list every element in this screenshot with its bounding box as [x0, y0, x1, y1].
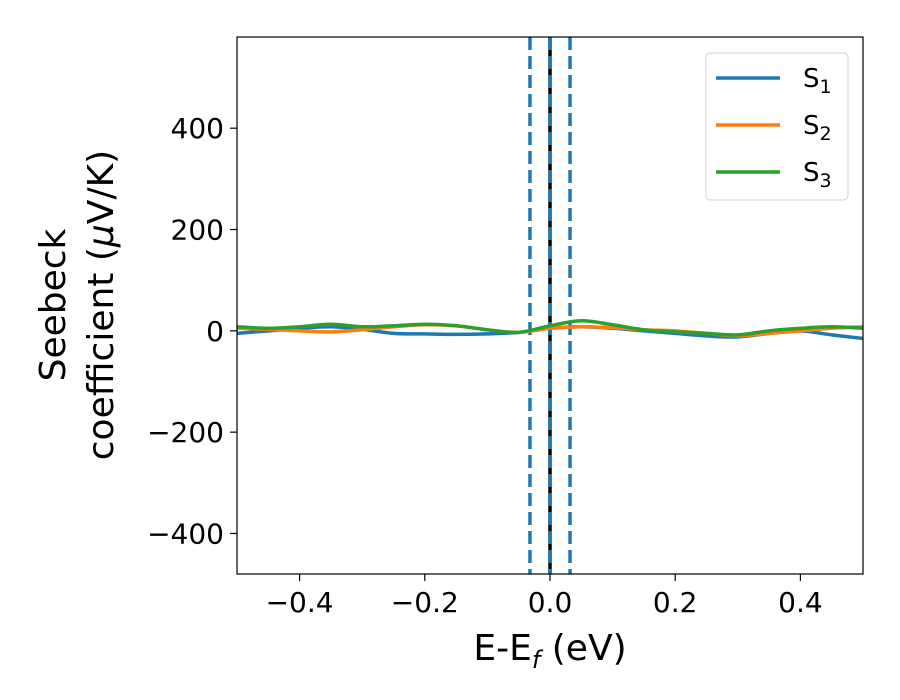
y-axis-title-line1: Seebeck: [33, 228, 74, 381]
x-axis-title: E-Ef (eV): [473, 628, 626, 674]
legend: S1 S2 S3: [705, 52, 849, 201]
x-tick-label: −0.2: [391, 586, 459, 619]
y-axis-title-line2: coefficient (μV/K): [81, 150, 122, 460]
y-ticks: −400 −200 0 200 400: [147, 112, 237, 550]
legend-label-1: S1: [803, 64, 832, 98]
series-line-3: [236, 318, 864, 337]
y-axis-title: Seebeck coefficient (μV/K): [33, 150, 122, 460]
x-ticks: −0.4 −0.2 0.0 0.2 0.4: [266, 574, 823, 619]
series-line-2: [236, 322, 864, 338]
x-tick-label: 0.2: [653, 586, 698, 619]
legend-label-3: S3: [803, 158, 832, 192]
y-tick-label: 200: [171, 214, 224, 247]
y-tick-label: 0: [206, 315, 224, 348]
x-tick-label: 0.4: [778, 586, 823, 619]
x-tick-label: 0.0: [528, 586, 573, 619]
legend-label-2: S2: [803, 111, 832, 145]
x-tick-label: −0.4: [266, 586, 334, 619]
y-tick-label: −400: [147, 517, 224, 550]
vertical-lines: [528, 37, 572, 574]
series-lines: [236, 318, 864, 341]
y-tick-label: 400: [171, 112, 224, 145]
y-tick-label: −200: [147, 416, 224, 449]
